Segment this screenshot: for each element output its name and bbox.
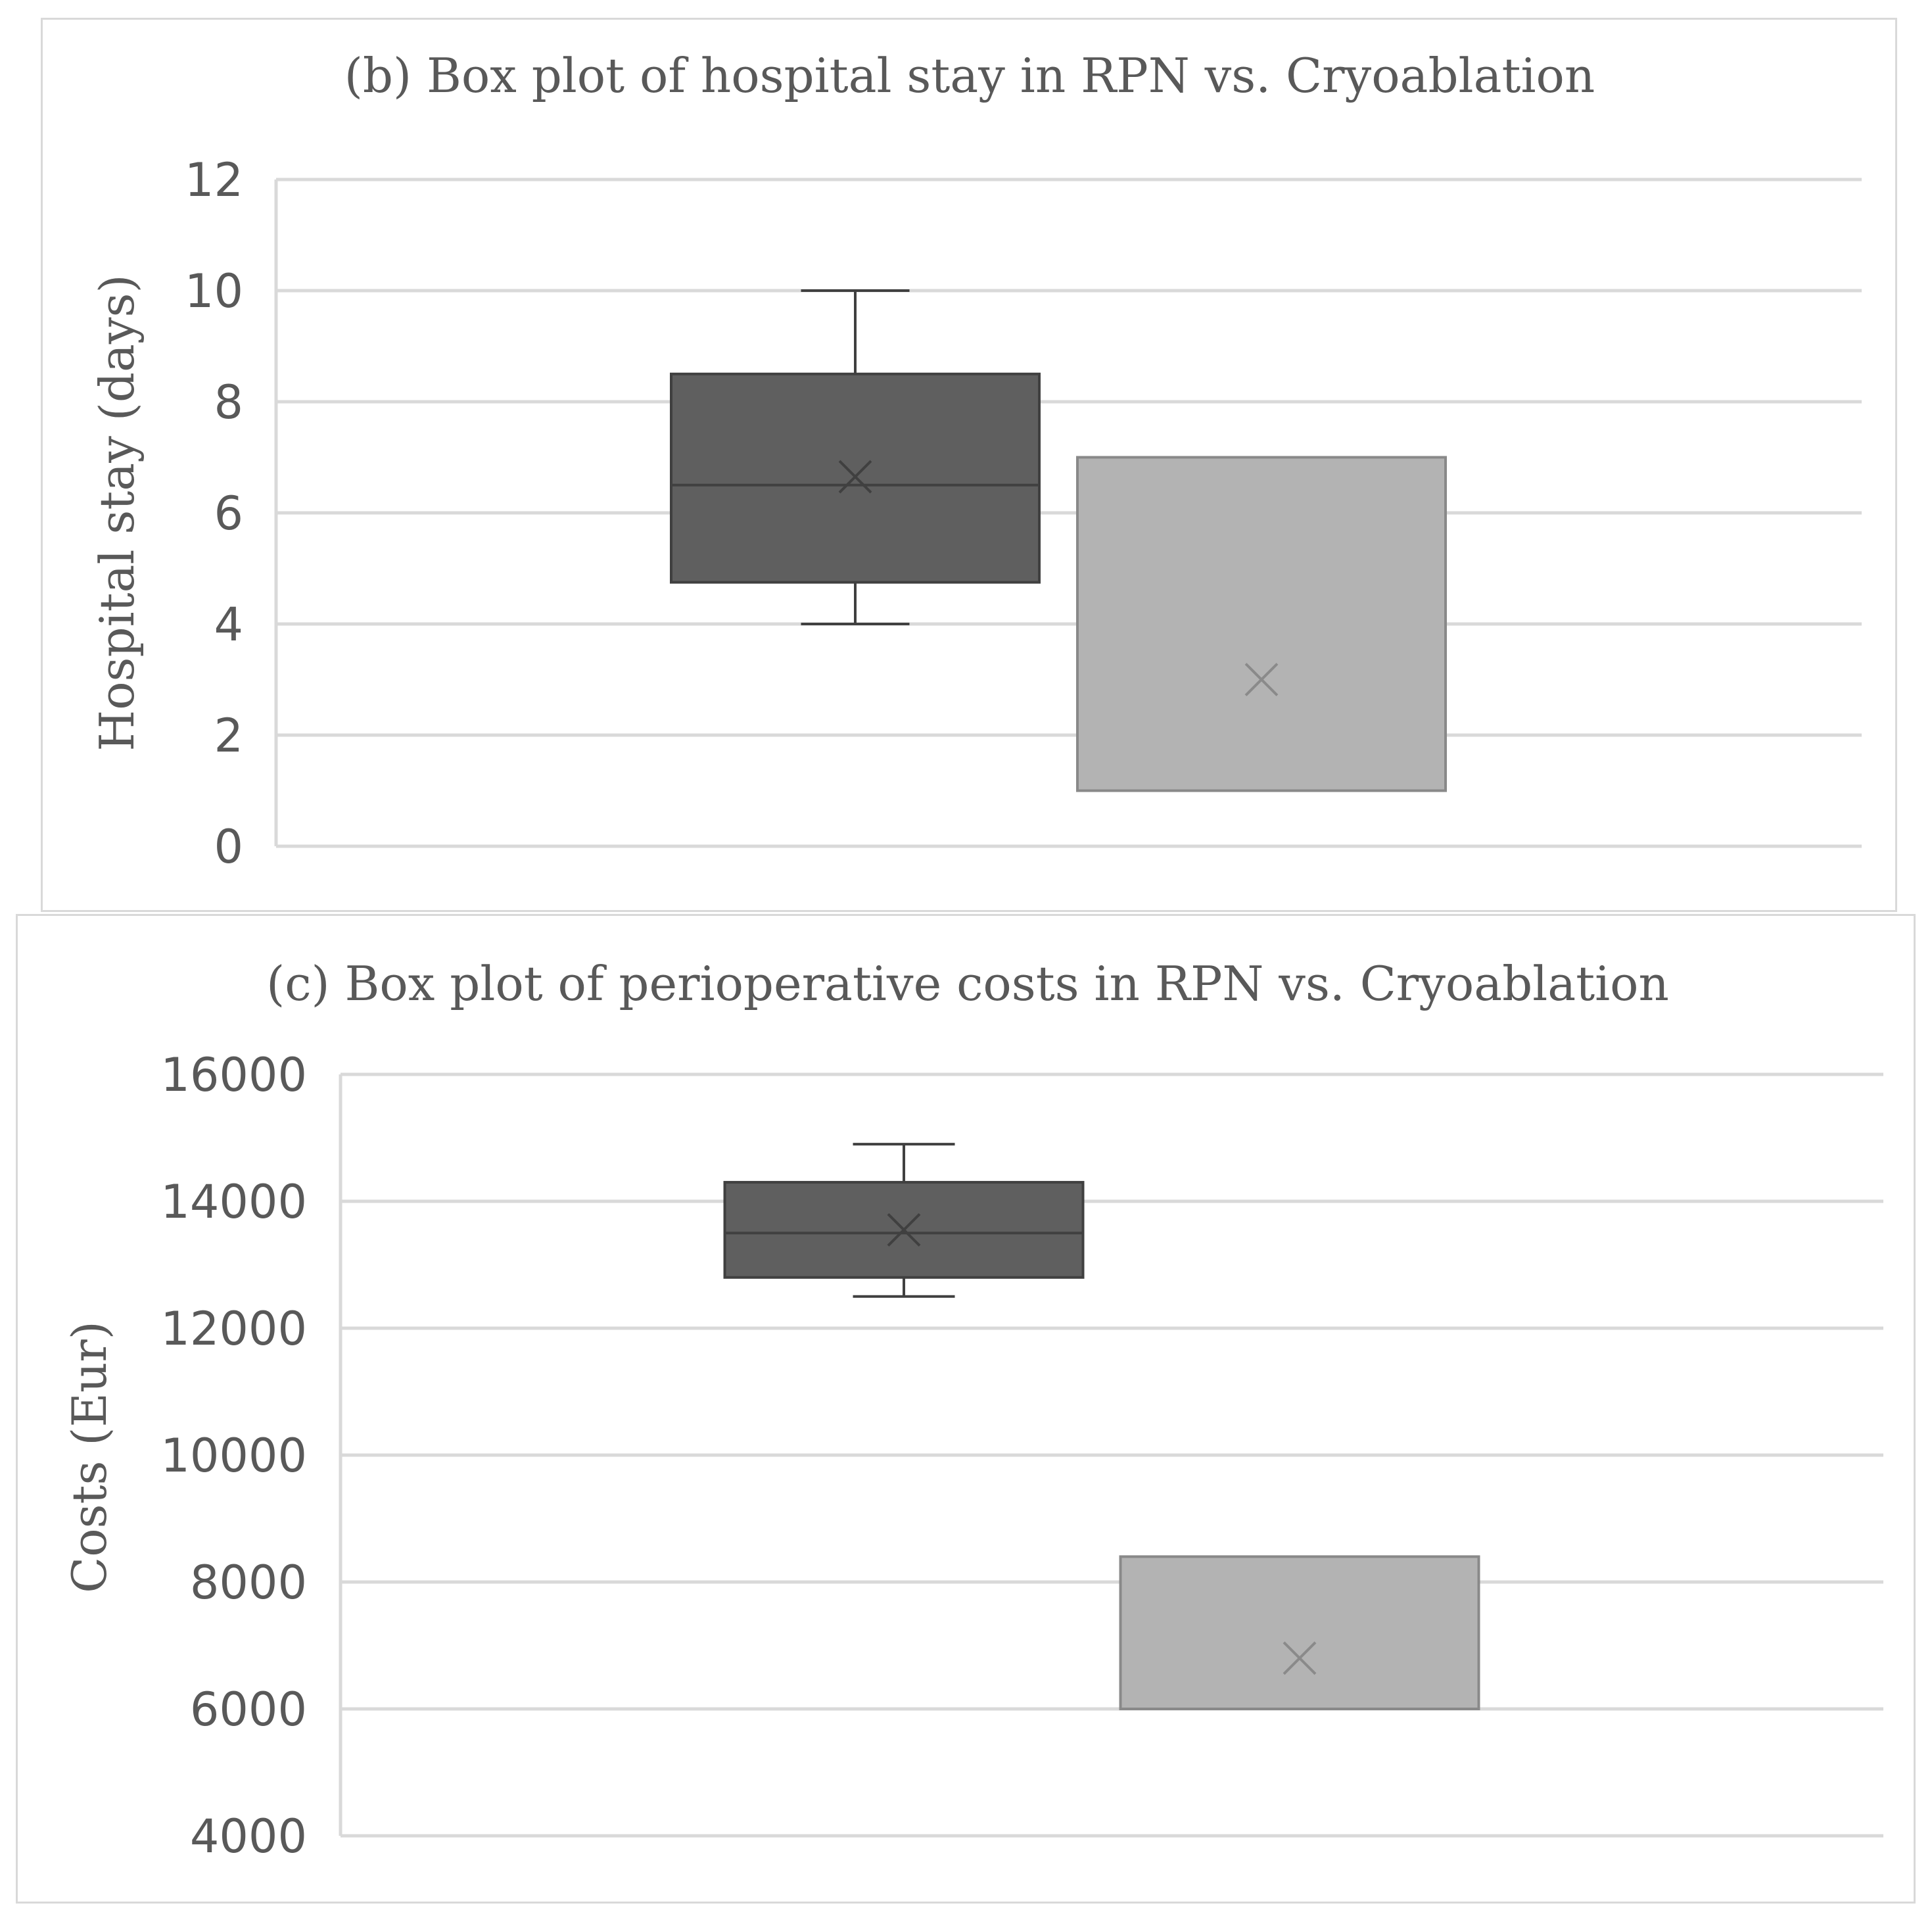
mean-marker (1244, 663, 1279, 696)
y-tick-label: 14000 (160, 1175, 307, 1229)
y-axis-label: Costs (Eur) (62, 1321, 117, 1593)
y-tick-label: 10 (185, 264, 243, 318)
mean-marker (838, 460, 872, 494)
y-tick-label: 16000 (160, 1048, 307, 1102)
chart-title: (b) Box plot of hospital stay in RPN vs.… (344, 48, 1595, 103)
y-tick-labels: 4000 6000 8000 10000 12000 14000 16000 (160, 1048, 307, 1863)
y-tick-label: 8000 (190, 1556, 307, 1610)
box-iqr (1076, 456, 1447, 792)
hospital-stay-chart-panel: (b) Box plot of hospital stay in RPN vs.… (41, 18, 1897, 912)
y-tick-label: 10000 (160, 1429, 307, 1483)
box-rpn (723, 1143, 1085, 1298)
mean-marker (1283, 1641, 1317, 1675)
y-axis-label: Hospital stay (days) (89, 274, 145, 751)
y-tick-label: 6000 (190, 1683, 307, 1737)
box-series (723, 1143, 1480, 1711)
y-tick-label: 4 (214, 598, 243, 652)
box-iqr (1119, 1555, 1480, 1711)
box-series (670, 289, 1447, 792)
gridlines (274, 178, 1862, 848)
y-tick-label: 12 (185, 153, 243, 207)
costs-chart-panel: (c) Box plot of perioperative costs in R… (16, 914, 1916, 1904)
box-cryoablation (1076, 456, 1447, 792)
y-tick-label: 4000 (190, 1810, 307, 1863)
mean-marker (887, 1213, 921, 1247)
y-tick-labels: 0 2 4 6 8 10 12 (185, 153, 243, 874)
box-rpn (670, 289, 1041, 625)
gridlines (339, 1072, 1883, 1838)
y-tick-label: 0 (214, 820, 243, 874)
y-tick-label: 2 (214, 709, 243, 763)
y-tick-label: 12000 (160, 1302, 307, 1356)
y-tick-label: 8 (214, 375, 243, 429)
y-tick-label: 6 (214, 487, 243, 540)
box-cryoablation (1119, 1555, 1480, 1711)
costs-chart: (c) Box plot of perioperative costs in R… (62, 956, 1883, 1863)
hospital-stay-chart: (b) Box plot of hospital stay in RPN vs.… (89, 48, 1862, 874)
chart-title: (c) Box plot of perioperative costs in R… (266, 956, 1669, 1011)
